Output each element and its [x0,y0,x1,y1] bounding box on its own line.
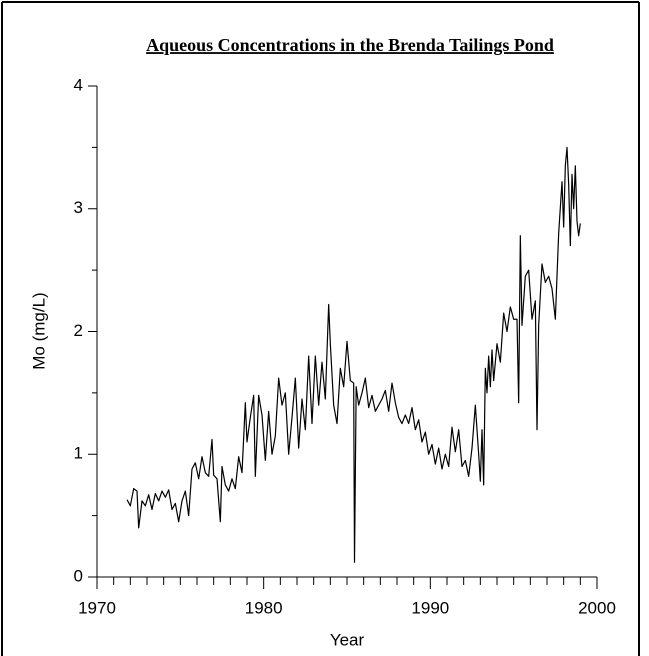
y-tick-label: 3 [74,198,83,217]
y-tick-label: 1 [74,444,83,463]
x-tick-label: 1980 [245,598,283,617]
x-tick-label: 1990 [411,598,449,617]
y-tick-label: 0 [74,566,83,585]
data-line [126,146,581,563]
y-axis-label: Mo (mg/L) [29,292,48,369]
x-tick-label: 1970 [78,598,116,617]
y-tick-label: 4 [74,75,83,94]
x-tick-label: 2000 [578,598,616,617]
chart-title: Aqueous Concentrations in the Brenda Tai… [146,35,554,55]
y-tick-label: 2 [74,321,83,340]
x-axis-label: Year [330,630,365,649]
